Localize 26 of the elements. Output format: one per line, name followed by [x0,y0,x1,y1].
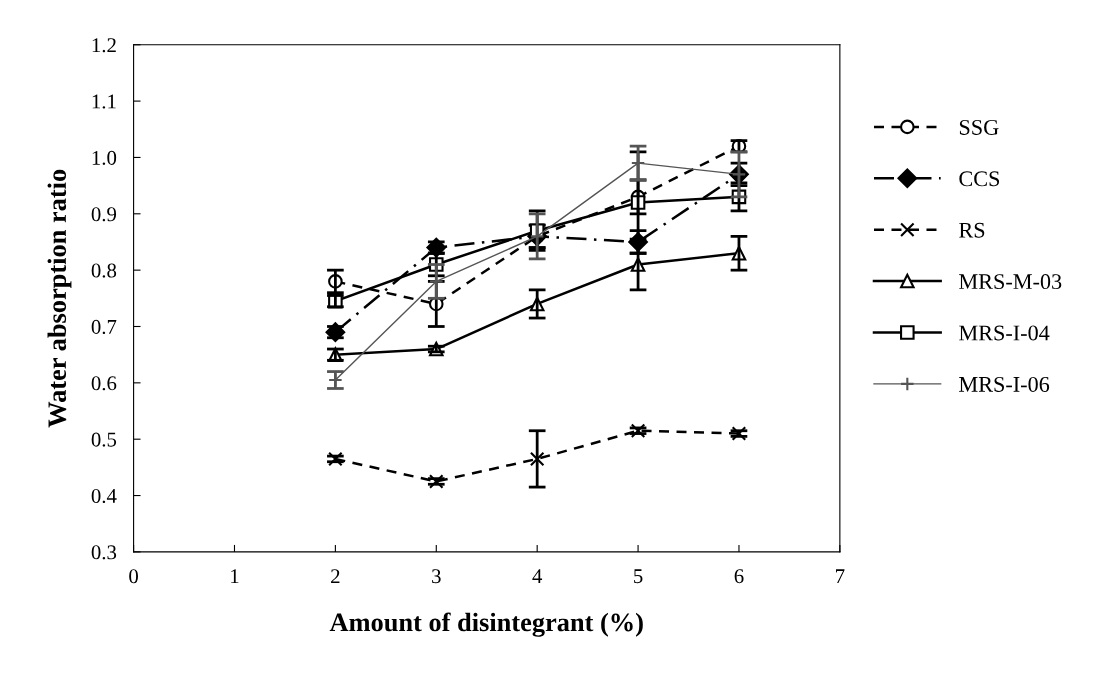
x-axis-title: Amount of disintegrant (%) [329,612,643,637]
y-tick-label: 0.6 [91,376,117,391]
legend-label: MRS-I-06 [959,376,1050,392]
y-tick-label: 0.4 [91,488,117,504]
y-tick-label: 1.1 [92,94,116,109]
x-tick-label: 7 [836,569,845,584]
x-tick-label: 0 [129,569,138,584]
x-tick-label: 3 [432,569,441,584]
y-tick-label: 0.5 [91,432,117,447]
y-axis-title: Water absorption ratio [47,169,72,428]
x-tick-label: 5 [634,569,643,584]
y-tick-label: 0.3 [91,545,117,560]
y-tick-label: 1.0 [92,150,117,165]
y-tick-label: 0.8 [91,263,117,278]
x-tick-label: 1 [231,569,239,584]
legend-label: MRS-M-03 [959,274,1062,290]
legend-label: RS [959,222,985,238]
x-tick-label: 2 [331,569,340,584]
x-tick-label: 6 [734,569,744,584]
y-tick-label: 0.7 [91,319,117,335]
y-tick-label: 1.2 [92,38,116,53]
legend-label: SSG [959,119,999,135]
x-tick-label: 4 [532,569,543,584]
legend-label: MRS-I-04 [959,325,1050,341]
legend-label: CCS [959,171,1000,187]
y-tick-label: 0.9 [91,207,117,222]
